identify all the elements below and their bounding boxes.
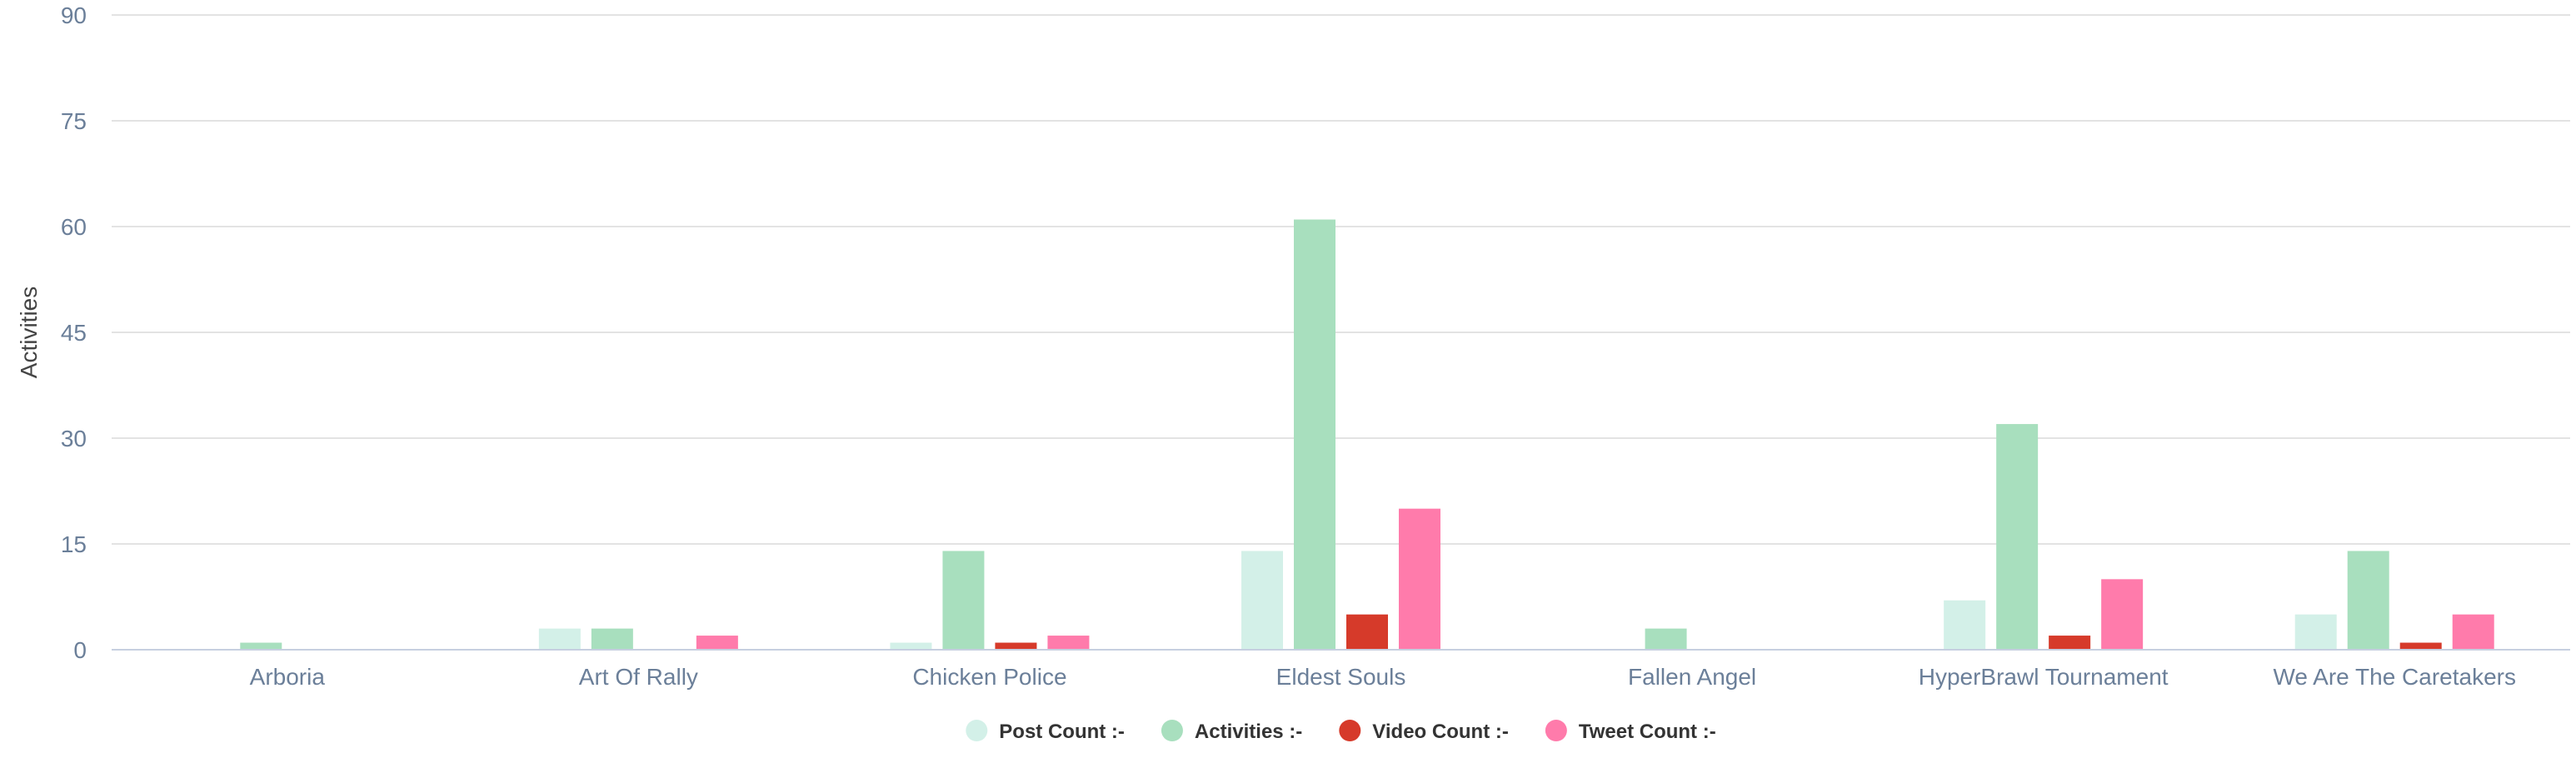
y-tick-label: 15 <box>61 531 87 557</box>
x-tick-label: Eldest Souls <box>1276 664 1406 690</box>
bar[interactable] <box>1241 551 1283 650</box>
bar[interactable] <box>1294 219 1335 650</box>
bar[interactable] <box>591 628 633 650</box>
y-tick-label: 45 <box>61 320 87 346</box>
y-tick-label: 90 <box>61 2 87 28</box>
x-axis-ticks: Arboria Art Of Rally Chicken Police Eldest … <box>250 664 2516 690</box>
legend-label: Tweet Count :- <box>1579 721 1716 743</box>
y-axis-ticks: 0 15 30 45 60 75 90 <box>61 2 87 663</box>
bar[interactable] <box>1399 508 1440 650</box>
legend-label: Post Count :- <box>999 721 1125 743</box>
bar[interactable] <box>942 551 985 650</box>
x-tick-label: Art Of Rally <box>579 664 698 690</box>
legend-item[interactable]: Video Count :- <box>1339 720 1509 743</box>
bar[interactable] <box>240 642 282 650</box>
gridlines <box>112 14 2570 545</box>
bar[interactable] <box>1944 600 1986 650</box>
bar[interactable] <box>1645 628 1687 650</box>
bar[interactable] <box>2101 579 2144 650</box>
x-tick-label: We Are The Caretakers <box>2273 664 2516 690</box>
y-axis-title: Activities <box>16 287 42 378</box>
y-tick-label: 0 <box>73 637 87 663</box>
legend-item[interactable]: Activities :- <box>1161 720 1302 743</box>
bars <box>240 219 2494 650</box>
bar[interactable] <box>1996 424 2039 650</box>
bar[interactable] <box>2452 614 2494 650</box>
bar[interactable] <box>1346 614 1388 650</box>
bar[interactable] <box>890 642 932 650</box>
bar[interactable] <box>2399 642 2442 650</box>
legend-item[interactable]: Tweet Count :- <box>1545 720 1716 743</box>
y-tick-label: 60 <box>61 214 87 240</box>
legend-label: Video Count :- <box>1372 721 1509 743</box>
legend-marker <box>966 720 988 741</box>
x-tick-label: Fallen Angel <box>1628 664 1756 690</box>
legend-marker <box>1161 720 1183 741</box>
legend-item[interactable]: Post Count :- <box>966 720 1125 743</box>
bar[interactable] <box>995 642 1037 650</box>
x-tick-label: Chicken Police <box>912 664 1066 690</box>
bar[interactable] <box>538 628 581 650</box>
legend: Post Count :- Activities :- Video Count :-… <box>966 720 1716 743</box>
bar[interactable] <box>696 636 738 650</box>
bar[interactable] <box>2294 614 2337 650</box>
bar[interactable] <box>1047 636 1090 650</box>
y-tick-label: 30 <box>61 426 87 451</box>
bar[interactable] <box>2049 636 2091 650</box>
legend-marker <box>1545 720 1567 741</box>
bar[interactable] <box>2347 551 2389 650</box>
x-tick-label: Arboria <box>250 664 326 690</box>
x-tick-label: HyperBrawl Tournament <box>1919 664 2169 690</box>
y-tick-label: 75 <box>61 108 87 134</box>
legend-label: Activities :- <box>1195 721 1302 743</box>
legend-marker <box>1339 720 1361 741</box>
